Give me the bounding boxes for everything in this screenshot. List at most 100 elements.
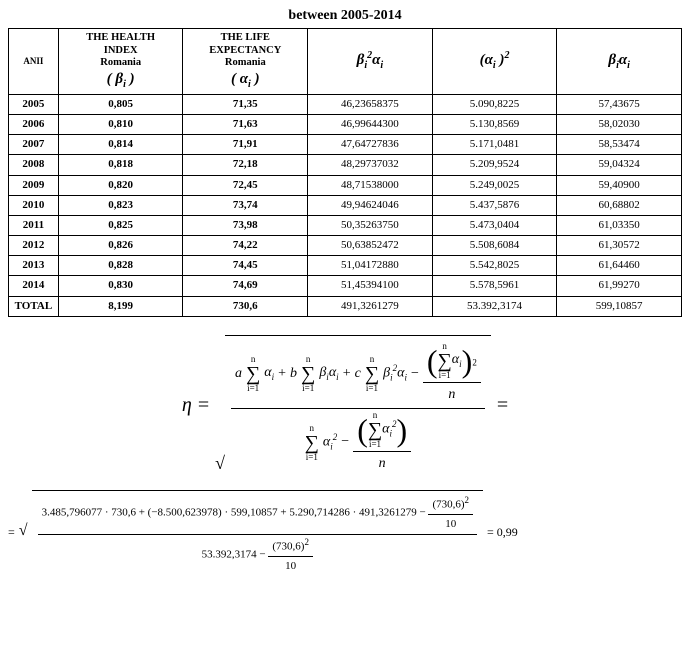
paren-close: ) bbox=[126, 71, 135, 87]
cell-alpha: 73,98 bbox=[183, 215, 308, 235]
cell-alpha: 71,91 bbox=[183, 135, 308, 155]
cell-c5: 59,40900 bbox=[557, 175, 682, 195]
n-sym: n bbox=[448, 386, 455, 404]
cell-year: 2012 bbox=[9, 236, 59, 256]
header-beta2alpha: βi2αi bbox=[308, 29, 433, 95]
cell-alpha: 74,69 bbox=[183, 276, 308, 296]
cell-c4: 5.171,0481 bbox=[432, 135, 557, 155]
table-row: 20120,82674,2250,638524725.508,608461,30… bbox=[9, 236, 682, 256]
fraction-denominator: n∑i=1 αi2 − ( n∑i=1 αi2 ) bbox=[231, 409, 485, 475]
cell-year: 2009 bbox=[9, 175, 59, 195]
cell-c5: 57,43675 bbox=[557, 94, 682, 114]
header-health-index: THE HEALTH INDEX Romania ( βi ) bbox=[58, 29, 183, 95]
header-life-l1: THE LIFE bbox=[185, 32, 305, 45]
table-row: 20060,81071,6346,996443005.130,856958,02… bbox=[9, 114, 682, 134]
cell-year: 2006 bbox=[9, 114, 59, 134]
radical-sign-2: √ bbox=[19, 522, 28, 543]
equation-eta: η = √ a n∑i=1 αi + b n∑i=1 βiαi + c bbox=[8, 335, 682, 477]
cell-beta: 0,805 bbox=[58, 94, 183, 114]
sum-den1: n∑i=1 bbox=[305, 424, 319, 462]
cell-alpha: 73,74 bbox=[183, 195, 308, 215]
numeric-fraction: 3.485,796077 · 730,6 + (−8.500,623978) ·… bbox=[38, 495, 477, 573]
cell-c4: 5.249,0025 bbox=[432, 175, 557, 195]
beta-sym: β bbox=[608, 52, 616, 68]
header-health-sym: ( βi ) bbox=[61, 70, 181, 91]
inner-frac-num: ( n∑i=1 αi ) 2 n bbox=[423, 342, 481, 406]
paren-open: ( bbox=[231, 71, 240, 87]
cell-alpha: 74,22 bbox=[183, 236, 308, 256]
cell-year: 2013 bbox=[9, 256, 59, 276]
inner-frac-den: ( n∑i=1 αi2 ) n bbox=[353, 411, 411, 475]
cell-c3: 50,63852472 bbox=[308, 236, 433, 256]
cell-c5: 58,53474 bbox=[557, 135, 682, 155]
equation-area: η = √ a n∑i=1 αi + b n∑i=1 βiαi + c bbox=[8, 335, 682, 575]
cell-c4: 5.578,5961 bbox=[432, 276, 557, 296]
cell-c3: 48,29737032 bbox=[308, 155, 433, 175]
table-row: 20050,80571,3546,236583755.090,822557,43… bbox=[9, 94, 682, 114]
coef-b: b bbox=[290, 365, 297, 383]
cell-year: 2014 bbox=[9, 276, 59, 296]
paren-close: ) bbox=[251, 71, 260, 87]
sub-i: i bbox=[627, 60, 630, 71]
table-row: 20110,82573,9850,352637505.473,040461,03… bbox=[9, 215, 682, 235]
table-body: 20050,80571,3546,236583755.090,822557,43… bbox=[9, 94, 682, 316]
table-row: 20090,82072,4548,715380005.249,002559,40… bbox=[9, 175, 682, 195]
big-fraction: a n∑i=1 αi + b n∑i=1 βiαi + c n∑i=1 βi2α… bbox=[231, 342, 485, 475]
numeric-denominator: 53.392,3174 − (730,6)2 10 bbox=[38, 535, 477, 573]
sub-i: i bbox=[380, 60, 383, 71]
cell-c5: 61,03350 bbox=[557, 215, 682, 235]
cell-alpha: 72,18 bbox=[183, 155, 308, 175]
cell-c3: 51,45394100 bbox=[308, 276, 433, 296]
table-title: between 2005-2014 bbox=[8, 8, 682, 24]
cell-alpha: 74,45 bbox=[183, 256, 308, 276]
cell-c5: 58,02030 bbox=[557, 114, 682, 134]
eta-symbol: η bbox=[182, 394, 192, 417]
header-life-l2: EXPECTANCY bbox=[185, 45, 305, 58]
cell-year: 2007 bbox=[9, 135, 59, 155]
alpha-sym: α bbox=[240, 71, 248, 87]
cell-alpha: 72,45 bbox=[183, 175, 308, 195]
header-health-l1: THE HEALTH bbox=[61, 32, 181, 45]
cell-c4: 5.437,5876 bbox=[432, 195, 557, 215]
cell-alpha: 71,35 bbox=[183, 94, 308, 114]
cell-c3: 46,23658375 bbox=[308, 94, 433, 114]
cell-c5: 61,99270 bbox=[557, 276, 682, 296]
cell-c4: 5.473,0404 bbox=[432, 215, 557, 235]
cell-beta: 0,830 bbox=[58, 276, 183, 296]
trailing-equals: = bbox=[497, 394, 508, 417]
cell-total-alpha: 730,6 bbox=[183, 296, 308, 316]
cell-alpha: 71,63 bbox=[183, 114, 308, 134]
cell-total-beta: 8,199 bbox=[58, 296, 183, 316]
num-text: 3.485,796077 · 730,6 + (−8.500,623978) ·… bbox=[42, 507, 426, 519]
cell-c3: 46,99644300 bbox=[308, 114, 433, 134]
coef-a: a bbox=[235, 365, 242, 383]
table-row: 20140,83074,6951,453941005.578,596161,99… bbox=[9, 276, 682, 296]
cell-year: 2005 bbox=[9, 94, 59, 114]
cell-c5: 59,04324 bbox=[557, 155, 682, 175]
alpha-sym: α bbox=[619, 52, 627, 68]
header-health-l3: Romania bbox=[61, 57, 181, 70]
sup-2: 2 bbox=[504, 50, 509, 61]
cell-c3: 51,04172880 bbox=[308, 256, 433, 276]
cell-c3: 48,71538000 bbox=[308, 175, 433, 195]
table-row-total: TOTAL8,199730,6491,326127953.392,3174599… bbox=[9, 296, 682, 316]
equation-numeric: = √ 3.485,796077 · 730,6 + (−8.500,62397… bbox=[8, 490, 682, 575]
cell-c4: 5.508,6084 bbox=[432, 236, 557, 256]
alpha-sym: α bbox=[264, 365, 271, 380]
sub-i: i bbox=[364, 60, 367, 71]
cell-c4: 5.209,9524 bbox=[432, 155, 557, 175]
cell-beta: 0,810 bbox=[58, 114, 183, 134]
cell-c5: 61,64460 bbox=[557, 256, 682, 276]
cell-total-c5: 599,10857 bbox=[557, 296, 682, 316]
table-row: 20070,81471,9147,647278365.171,048158,53… bbox=[9, 135, 682, 155]
cell-beta: 0,828 bbox=[58, 256, 183, 276]
table-row: 20080,81872,1848,297370325.209,952459,04… bbox=[9, 155, 682, 175]
cell-c5: 61,30572 bbox=[557, 236, 682, 256]
sum-2: n∑i=1 bbox=[301, 355, 315, 393]
lead-equals: = bbox=[8, 525, 15, 540]
cell-beta: 0,814 bbox=[58, 135, 183, 155]
cell-c5: 60,68802 bbox=[557, 195, 682, 215]
sum-1: n∑i=1 bbox=[246, 355, 260, 393]
cell-year: 2008 bbox=[9, 155, 59, 175]
alpha-sym: α bbox=[485, 52, 493, 68]
